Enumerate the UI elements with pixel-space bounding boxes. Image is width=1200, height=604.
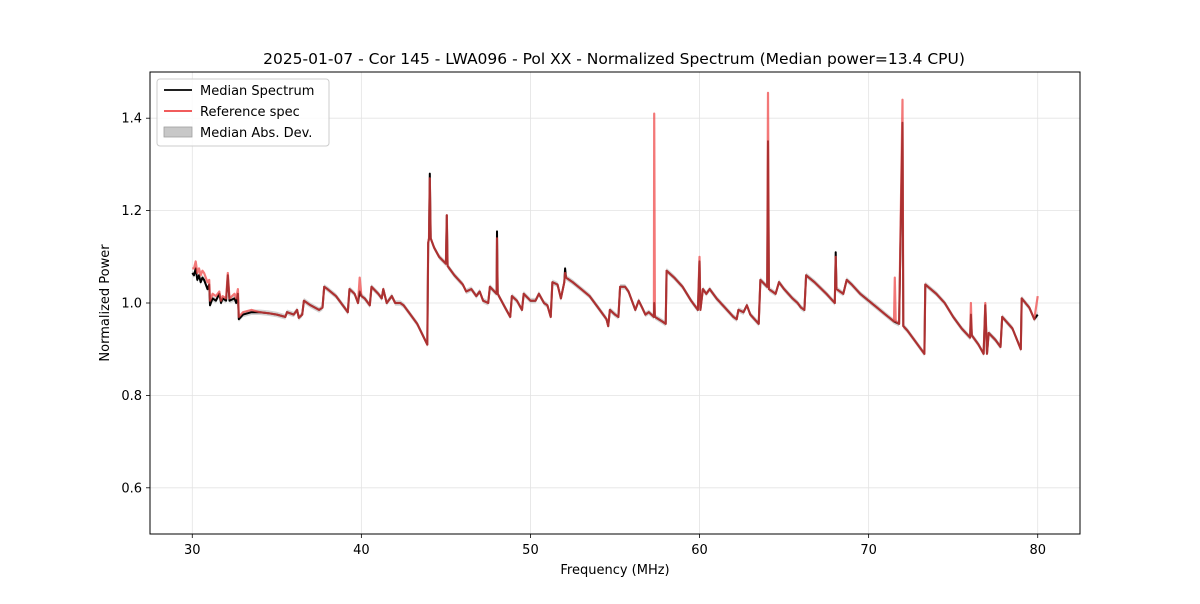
y-axis-label: Normalized Power	[98, 244, 113, 362]
chart-title: 2025-01-07 - Cor 145 - LWA096 - Pol XX -…	[263, 50, 965, 68]
legend-swatch-median-abs-dev	[163, 126, 193, 138]
x-axis-label: Frequency (MHz)	[560, 563, 669, 578]
x-tick-label: 80	[1029, 543, 1046, 558]
legend-label-median-spectrum: Median Spectrum	[200, 84, 314, 99]
legend-label-reference-spec: Reference spec	[200, 105, 300, 120]
x-tick-label: 30	[184, 543, 201, 558]
y-tick-label: 1.2	[121, 204, 142, 219]
reference-spec-line	[192, 91, 1039, 355]
y-tick-label: 0.8	[121, 389, 142, 404]
y-tick-label: 1.4	[121, 112, 142, 127]
x-tick-label: 60	[691, 543, 708, 558]
legend: Median Spectrum Reference spec Median Ab…	[156, 78, 330, 147]
legend-box	[156, 78, 330, 147]
x-tick-label: 40	[353, 543, 370, 558]
legend-label-median-abs-dev: Median Abs. Dev.	[200, 126, 312, 141]
axis-ticks: 30 40 50 60 70 80 0.6 0.8 1.0 1.2 1.4	[121, 112, 1046, 558]
x-tick-label: 50	[522, 543, 539, 558]
y-tick-label: 1.0	[121, 297, 142, 312]
y-tick-label: 0.6	[121, 481, 142, 496]
x-tick-label: 70	[860, 543, 877, 558]
data-layer	[191, 91, 1039, 357]
